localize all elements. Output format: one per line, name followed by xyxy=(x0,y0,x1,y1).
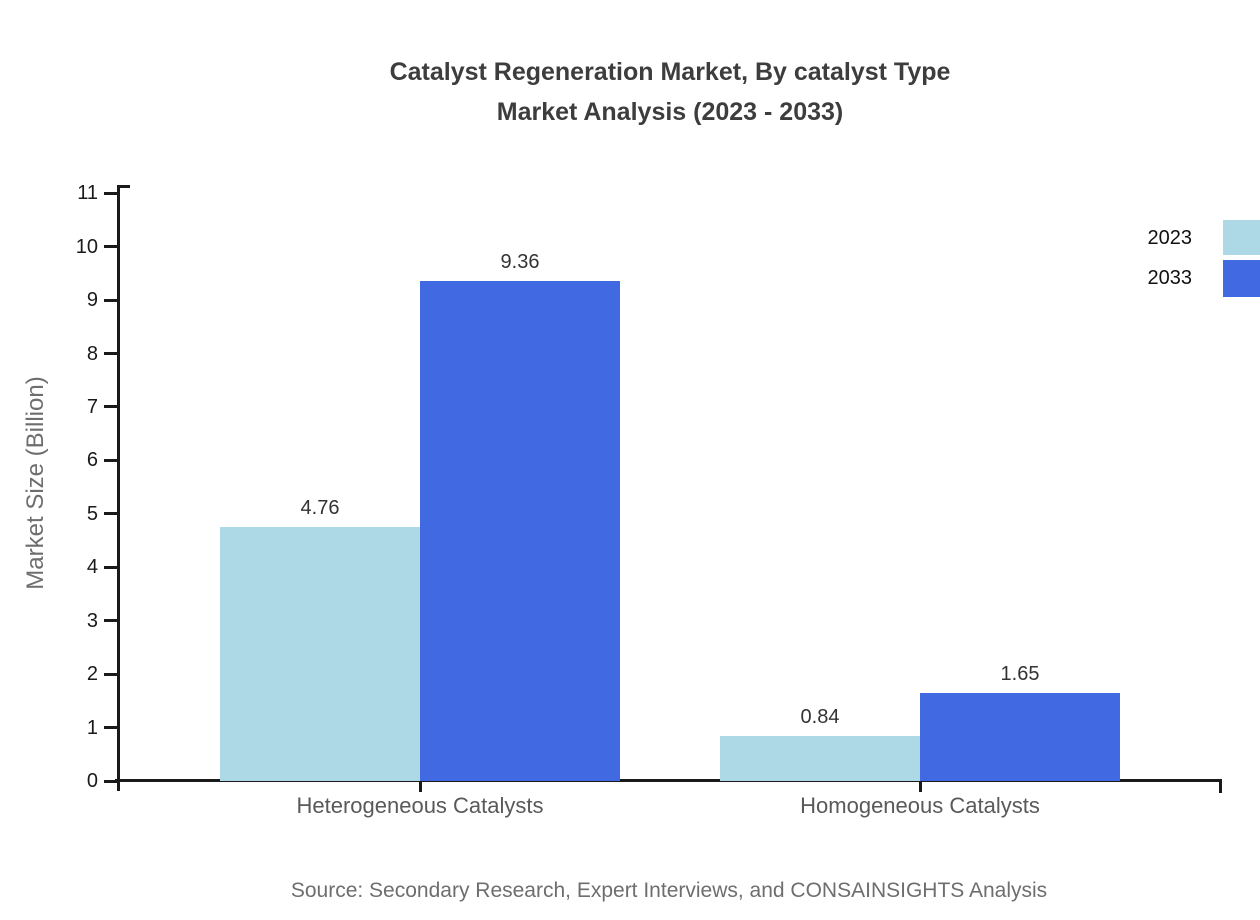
y-tick-label: 1 xyxy=(86,716,98,739)
y-tick-label: 9 xyxy=(86,289,98,312)
bar-2033-homogeneous-catalysts xyxy=(920,692,1120,781)
y-axis-tick xyxy=(104,512,117,516)
y-axis-top-cap xyxy=(117,185,130,188)
y-axis-line xyxy=(117,185,120,791)
y-tick-label: 4 xyxy=(86,556,98,579)
y-tick-label: 10 xyxy=(75,235,98,258)
x-axis-line xyxy=(115,779,1222,782)
y-tick-label: 3 xyxy=(86,609,98,632)
legend-swatch-2023 xyxy=(1223,220,1260,255)
y-tick-label: 11 xyxy=(77,182,98,205)
y-axis-tick xyxy=(104,352,117,355)
source-attribution: Source: Secondary Research, Expert Inter… xyxy=(290,879,1048,902)
y-axis-tick xyxy=(104,405,117,409)
bar-2023-heterogeneous-catalysts xyxy=(220,526,420,781)
x-category-label: Homogeneous Catalysts xyxy=(800,793,1040,818)
y-axis-tick xyxy=(104,298,117,302)
legend-label-2023: 2023 xyxy=(1147,227,1193,249)
bar-2033-heterogeneous-catalysts xyxy=(420,280,620,781)
y-axis-tick xyxy=(104,191,117,195)
legend-label-2033: 2033 xyxy=(1147,267,1193,289)
y-tick-label: 8 xyxy=(86,342,98,365)
y-axis-tick xyxy=(104,619,117,623)
chart-title: Catalyst Regeneration Market, By catalys… xyxy=(80,52,1260,132)
bar-value-label-2033-heterogeneous-catalysts: 9.36 xyxy=(500,250,540,273)
y-axis-tick xyxy=(104,458,117,462)
x-category-label: Heterogeneous Catalysts xyxy=(296,793,544,818)
y-tick-label: 7 xyxy=(86,395,98,418)
y-axis-tick xyxy=(104,726,117,730)
y-tick-label: 0 xyxy=(86,770,98,792)
x-axis-right-cap xyxy=(1219,779,1222,793)
y-axis-tick xyxy=(104,672,117,676)
y-tick-label: 5 xyxy=(86,502,98,525)
y-tick-label: 2 xyxy=(86,663,98,686)
x-axis-tick xyxy=(918,782,922,792)
y-tick-label: 6 xyxy=(86,449,98,472)
bar-2023-homogeneous-catalysts xyxy=(720,736,920,781)
legend-swatch-2033 xyxy=(1223,260,1260,297)
chart-title-line-1: Catalyst Regeneration Market, By catalys… xyxy=(389,58,951,86)
y-axis-tick xyxy=(104,245,117,249)
y-axis-tick xyxy=(104,779,117,783)
bar-value-label-2033-homogeneous-catalysts: 1.65 xyxy=(1000,662,1040,685)
x-axis-tick xyxy=(418,782,422,792)
bar-value-label-2023-heterogeneous-catalysts: 4.76 xyxy=(300,496,340,519)
bar-value-label-2023-homogeneous-catalysts: 0.84 xyxy=(800,706,840,729)
y-axis-tick xyxy=(104,565,117,569)
chart-title-line-2: Market Analysis (2023 - 2033) xyxy=(496,98,844,126)
